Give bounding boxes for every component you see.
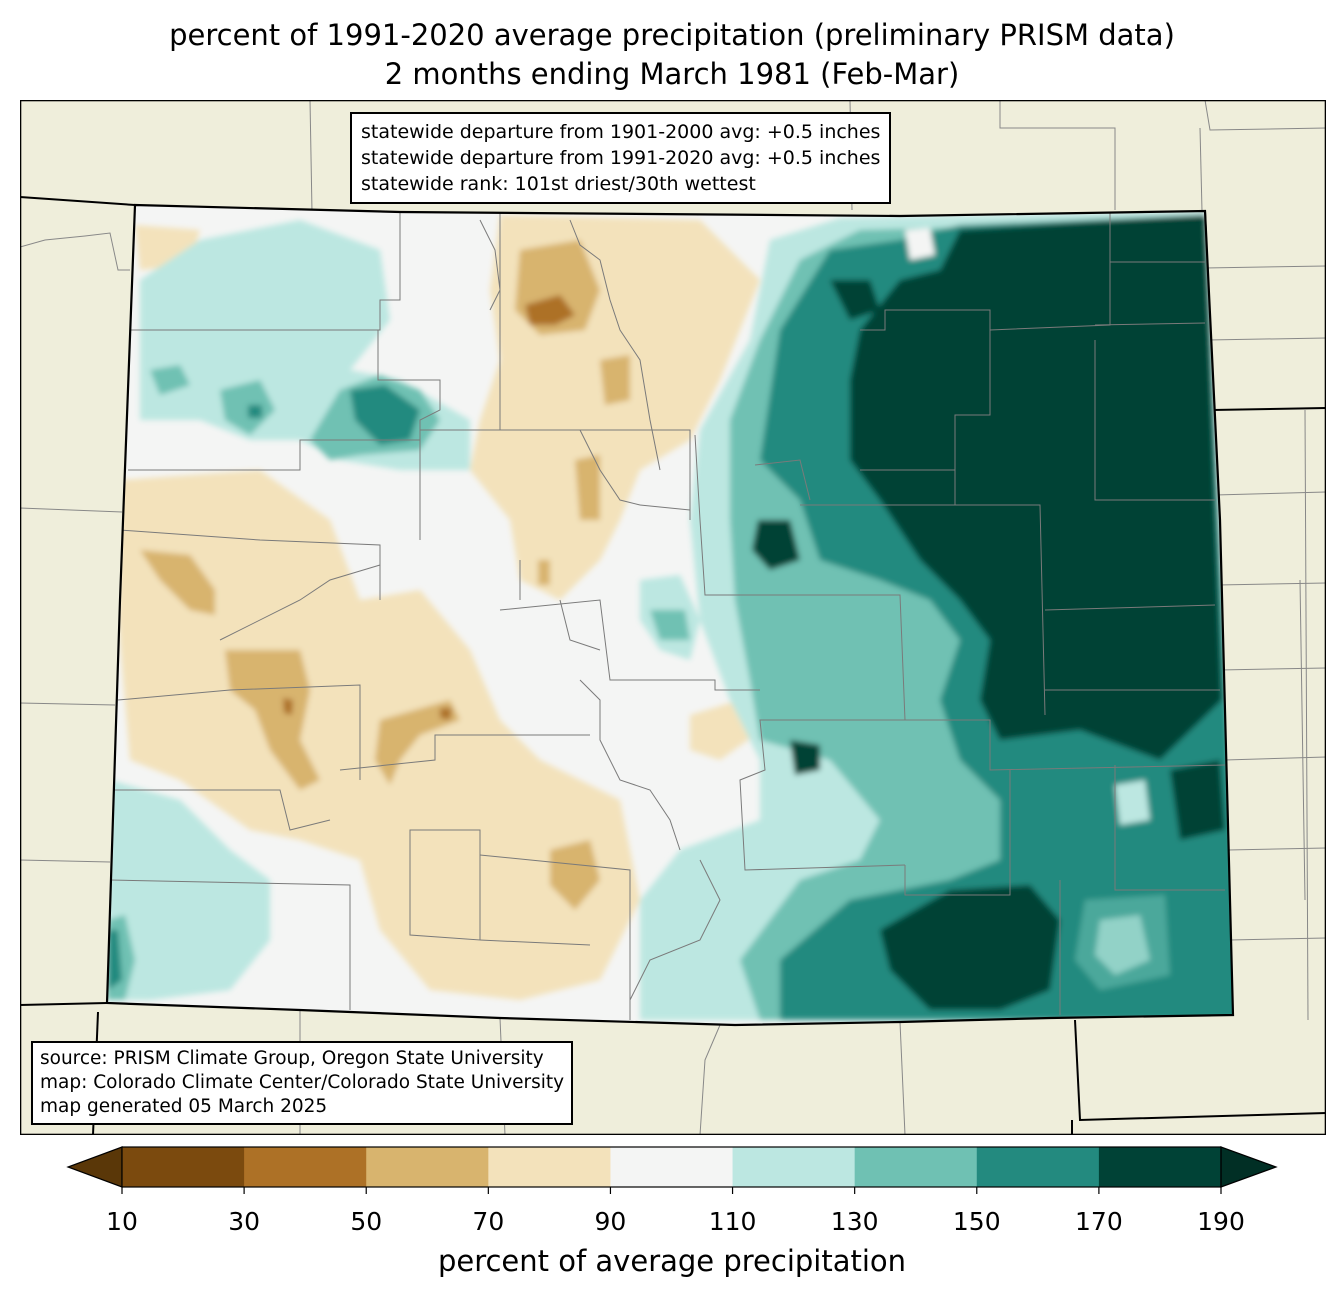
- precipitation-field: [107, 205, 1233, 1025]
- source-box: source: PRISM Climate Group, Oregon Stat…: [31, 1041, 574, 1125]
- colorbar-swatch: [976, 1147, 1100, 1187]
- source-line-1: source: PRISM Climate Group, Oregon Stat…: [40, 1048, 544, 1069]
- colorbar-tick-label: 170: [1075, 1207, 1123, 1236]
- colorbar-tick-label: 50: [350, 1207, 382, 1236]
- source-line-2: map: Colorado Climate Center/Colorado St…: [40, 1072, 565, 1093]
- colorado-border: [105, 203, 1235, 1027]
- statewide-stats-box: statewide departure from 1901-2000 avg: …: [350, 112, 892, 204]
- map-frame: [20, 100, 1326, 1135]
- source-line-3: map generated 05 March 2025: [40, 1096, 328, 1117]
- colorbar-over-arrow: [1220, 1146, 1278, 1188]
- colorbar-label: percent of average precipitation: [437, 1244, 907, 1278]
- stats-line-1: statewide departure from 1901-2000 avg: …: [361, 121, 881, 143]
- colorbar-swatch: [122, 1147, 245, 1187]
- colorbar: 10 30 50 70 90 110 130 150 170 190: [66, 1146, 1278, 1236]
- colorbar-swatch: [854, 1147, 978, 1187]
- map-title-line-1: percent of 1991-2020 average precipitati…: [169, 18, 1175, 52]
- colorbar-swatch: [488, 1147, 611, 1187]
- colorbar-swatch: [1098, 1147, 1222, 1187]
- colorbar-tick-label: 150: [953, 1207, 1001, 1236]
- colorbar-tick-label: 130: [831, 1207, 879, 1236]
- colorbar-swatch: [610, 1147, 734, 1187]
- colorbar-swatch: [244, 1147, 367, 1187]
- colorbar-tick-label: 190: [1197, 1207, 1245, 1236]
- colorbar-ticks: 10 30 50 70 90 110 130 150 170 190: [106, 1187, 1245, 1236]
- colorbar-swatch: [732, 1147, 856, 1187]
- colorado-county-lines: [109, 212, 1226, 1020]
- colorbar-swatch: [366, 1147, 489, 1187]
- colorbar-tick-label: 70: [472, 1207, 504, 1236]
- colorbar-swatches: [66, 1146, 1278, 1188]
- colorbar-tick-label: 110: [709, 1207, 757, 1236]
- colorbar-under-arrow: [66, 1146, 123, 1188]
- colorbar-tick-label: 30: [228, 1207, 260, 1236]
- colorbar-tick-label: 10: [106, 1207, 138, 1236]
- colorbar-outline: [121, 1146, 1222, 1188]
- stats-line-2: statewide departure from 1991-2020 avg: …: [361, 147, 881, 169]
- colorbar-tick-label: 90: [595, 1207, 627, 1236]
- map-title-line-2: 2 months ending March 1981 (Feb-Mar): [384, 57, 960, 91]
- precipitation-map: [20, 100, 1326, 1135]
- stats-line-3: statewide rank: 101st driest/30th wettes…: [361, 173, 756, 195]
